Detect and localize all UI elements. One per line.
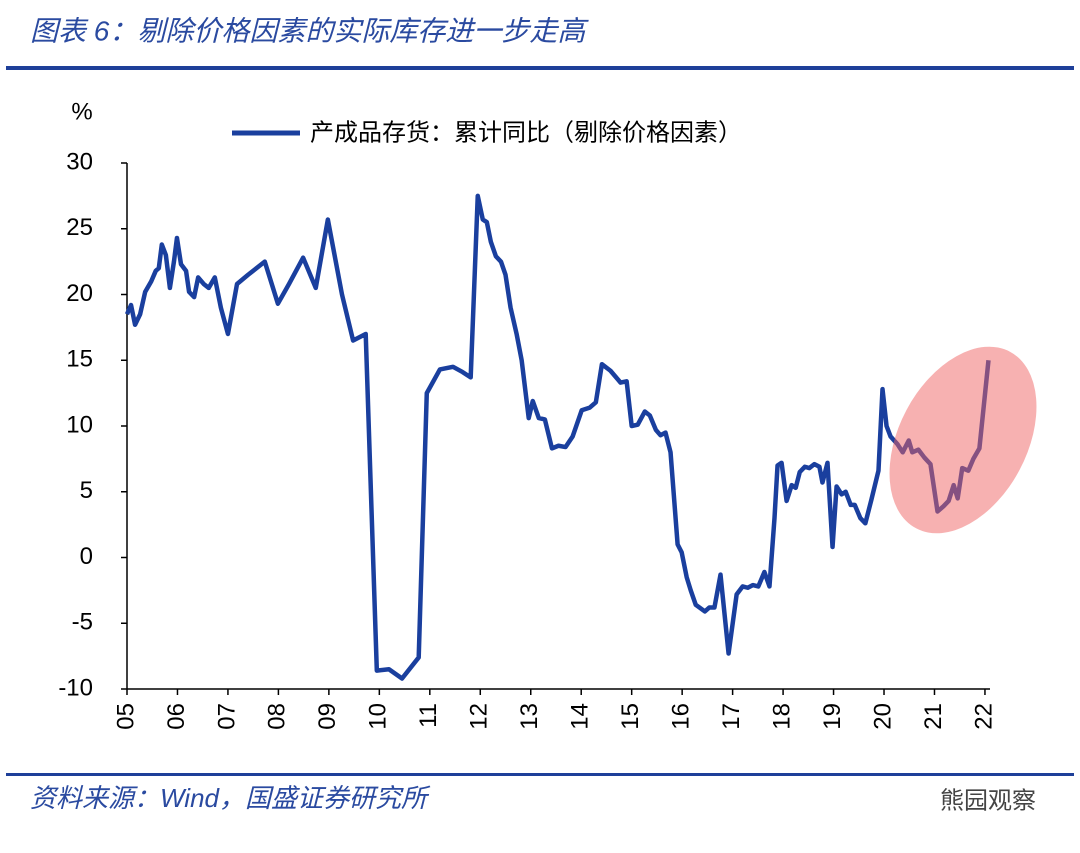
x-tick-label: 13 xyxy=(516,703,543,730)
legend-label: 产成品存货：累计同比（剔除价格因素） xyxy=(310,119,742,146)
y-tick-label: -10 xyxy=(58,674,93,701)
x-tick-label: 06 xyxy=(163,703,190,730)
y-axis-label: % xyxy=(71,98,92,125)
bottom-rule xyxy=(6,773,1074,776)
x-tick-label: 14 xyxy=(567,703,594,730)
top-rule xyxy=(6,66,1074,70)
x-tick-label: 12 xyxy=(466,703,493,730)
y-tick-label: 5 xyxy=(80,477,93,504)
x-tick-label: 16 xyxy=(667,703,694,730)
series-line xyxy=(124,193,991,681)
y-tick-label: 10 xyxy=(66,411,93,438)
y-tick-label: -5 xyxy=(72,609,93,636)
x-tick-label: 17 xyxy=(718,703,745,730)
x-tick-label: 11 xyxy=(415,703,442,728)
x-tick-label: 07 xyxy=(213,703,240,730)
y-tick-label: 15 xyxy=(66,346,93,373)
x-tick-label: 09 xyxy=(314,703,341,730)
x-tick-label: 15 xyxy=(617,703,644,730)
y-tick-label: 25 xyxy=(66,214,93,241)
x-tick-label: 10 xyxy=(365,703,392,730)
x-tick-label: 20 xyxy=(869,703,896,730)
x-tick-label: 21 xyxy=(920,703,947,730)
x-tick-label: 18 xyxy=(768,703,795,730)
x-tick-label: 05 xyxy=(112,703,139,730)
x-tick-label: 19 xyxy=(819,703,846,730)
source-note: 资料来源：Wind，国盛证券研究所 xyxy=(30,783,431,813)
y-tick-label: 30 xyxy=(66,148,93,175)
y-tick-label: 0 xyxy=(80,543,93,570)
x-tick-label: 22 xyxy=(970,703,997,730)
highlight-ellipse xyxy=(889,346,1037,534)
y-tick-label: 20 xyxy=(66,280,93,307)
watermark: 熊园观察 xyxy=(940,787,1036,814)
x-tick-label: 08 xyxy=(264,703,291,730)
chart-title: 图表 6：剔除价格因素的实际库存进一步走高 xyxy=(30,15,589,46)
